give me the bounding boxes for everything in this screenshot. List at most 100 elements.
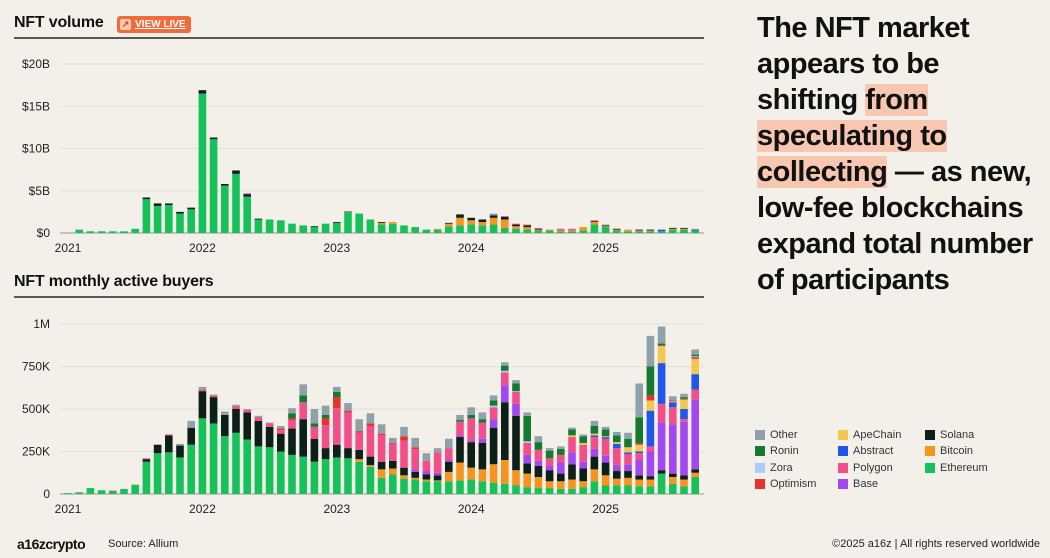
bar-polygon	[344, 412, 352, 449]
bar-zora	[523, 441, 531, 443]
bar-polygon	[545, 458, 554, 466]
bar-ethereum	[534, 488, 543, 494]
bar-optimism	[680, 398, 688, 400]
bar-polygon	[400, 440, 408, 468]
bar-ronin	[657, 343, 666, 346]
bar-optimism	[355, 431, 363, 433]
bar-base	[478, 438, 487, 443]
bar-apechain	[657, 346, 666, 364]
bar-abstract	[590, 435, 599, 438]
bar-ethereum	[523, 229, 531, 233]
source-note: Source: Allium	[108, 538, 179, 550]
bar-other	[456, 414, 464, 421]
bar-ethereum	[669, 229, 677, 233]
bar-polygon	[389, 443, 397, 461]
bar-polygon	[590, 437, 599, 449]
bar-polygon	[456, 421, 464, 436]
bar-solana	[680, 475, 688, 480]
view-live-button[interactable]: ↗ VIEW LIVE	[117, 16, 191, 33]
legend-item-bitcoin: Bitcoin	[925, 444, 1015, 460]
view-live-label: VIEW LIVE	[135, 19, 186, 30]
bar-ethereum	[221, 185, 229, 233]
bar-ethereum	[265, 219, 274, 233]
bar-ronin	[478, 419, 487, 423]
bar-solana	[669, 473, 677, 477]
bar-ethereum	[680, 229, 688, 233]
bar-other	[355, 419, 363, 432]
bar-bitcoin	[568, 230, 576, 232]
bar-optimism	[277, 428, 285, 431]
bar-other	[176, 443, 184, 446]
bar-solana	[657, 470, 666, 474]
bar-other	[635, 383, 643, 418]
bar-ethereum	[568, 231, 576, 233]
bar-bitcoin	[411, 477, 419, 480]
bar-ethereum	[243, 439, 251, 494]
bar-ronin	[646, 366, 655, 396]
bar-solana	[209, 397, 218, 424]
bar-solana	[142, 197, 151, 200]
bar-other	[277, 426, 285, 429]
bar-other	[243, 409, 251, 410]
bar-polygon	[299, 402, 307, 420]
bar-bitcoin	[545, 229, 554, 231]
bar-polygon	[142, 458, 151, 460]
bar-ethereum	[64, 493, 72, 494]
bar-polygon	[613, 448, 621, 466]
bar-bitcoin	[501, 219, 509, 228]
bar-ronin	[635, 417, 643, 443]
nft-volume-chart: $0 $5B $10B $15B $20B 2021 2022 2023 2024 2025	[22, 57, 704, 255]
bar-bitcoin	[377, 469, 386, 478]
y-tick-label: 0	[43, 487, 50, 501]
bar-ethereum	[624, 485, 632, 494]
bar-solana	[534, 228, 543, 230]
bar-ronin	[613, 435, 621, 443]
bar-polygon	[321, 425, 330, 449]
bar-ethereum	[333, 222, 341, 233]
bar-solana	[590, 221, 599, 223]
bar-ethereum	[534, 230, 543, 233]
bar-other	[680, 393, 688, 398]
bar-ethereum	[478, 225, 487, 233]
bar-bitcoin	[478, 222, 487, 226]
bar-bitcoin	[377, 222, 386, 225]
bar-other	[523, 412, 531, 416]
x-tick-label: 2021	[55, 241, 82, 255]
bar-ethereum	[512, 485, 520, 494]
bar-solana	[377, 461, 386, 470]
bar-apechain	[601, 436, 610, 438]
bar-bitcoin	[646, 479, 655, 487]
bar-ethereum	[501, 227, 509, 233]
bar-polygon	[557, 228, 565, 231]
bar-polygon	[411, 448, 419, 470]
bar-solana	[243, 412, 251, 440]
bar-polygon	[557, 454, 565, 463]
bar-abstract	[691, 374, 699, 390]
bar-other	[344, 403, 352, 411]
legend-label: Base	[853, 478, 879, 491]
bar-ethereum	[377, 477, 386, 494]
bar-ethereum	[657, 231, 666, 233]
legend-swatch	[755, 446, 765, 457]
bar-solana	[456, 214, 464, 218]
bar-solana	[299, 419, 307, 457]
bar-base	[624, 464, 632, 472]
bar-other	[265, 422, 274, 424]
bar-polygon	[198, 389, 207, 392]
bar-ronin	[299, 395, 307, 403]
bar-other	[467, 407, 475, 415]
bar-solana	[601, 225, 610, 227]
bar-polygon	[277, 430, 285, 434]
bar-solana	[646, 476, 655, 480]
bar-other	[601, 426, 610, 430]
bar-base	[557, 462, 565, 474]
y-tick-label: $20B	[22, 57, 50, 71]
bar-apechain	[680, 399, 688, 409]
bar-bitcoin	[557, 230, 565, 232]
bar-polygon	[646, 446, 655, 452]
bar-ethereum	[523, 487, 531, 494]
bar-ethereum	[165, 205, 173, 233]
bar-optimism	[669, 400, 677, 402]
bar-polygon	[534, 227, 543, 229]
bar-solana	[400, 467, 408, 476]
